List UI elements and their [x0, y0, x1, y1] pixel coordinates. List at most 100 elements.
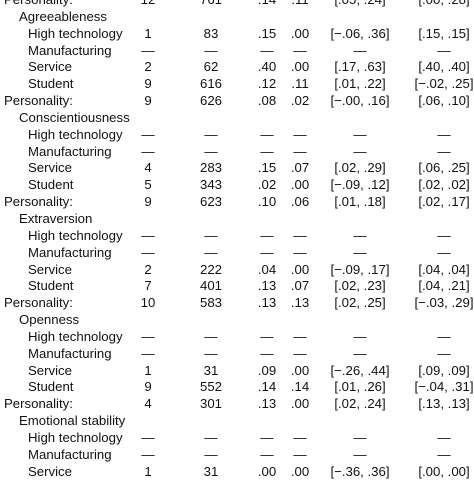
cell-r: —	[260, 126, 274, 142]
cell-sd: .00	[290, 463, 310, 479]
cell-ci2: [−.03, .29]	[414, 295, 474, 311]
table-row: Manufacturing — — — — — —	[0, 346, 474, 363]
subgroup-label: Student	[28, 379, 74, 395]
cell-r: —	[260, 42, 274, 58]
cell-k: —	[141, 446, 155, 462]
table-row: High technology — — — — — —	[0, 430, 474, 447]
cell-n: 401	[199, 278, 223, 294]
cell-k: —	[141, 143, 155, 159]
cell-n: 83	[203, 25, 219, 41]
cell-k: —	[141, 345, 155, 361]
cell-sd: —	[293, 244, 307, 260]
cell-ci1: [.05, .24]	[334, 0, 385, 9]
table-row: Personality: 10 583 .13 .13 [.02, .25] [−.03, …	[0, 295, 474, 312]
cell-ci1: —	[353, 244, 367, 260]
cell-k: 1	[144, 463, 152, 479]
cell-k: 7	[144, 278, 152, 294]
table-row: Extraversion	[0, 211, 474, 228]
cell-k: 2	[144, 59, 152, 75]
cell-ci2: [−.04, .31]	[414, 379, 474, 395]
cell-ci1: —	[353, 328, 367, 344]
cell-ci2: [.00, .28]	[418, 0, 469, 9]
cell-ci1: —	[353, 126, 367, 142]
cell-sd: .00	[290, 261, 310, 277]
cell-k: —	[141, 42, 155, 58]
cell-n: —	[204, 227, 218, 243]
section-heading: Conscientiousness	[19, 109, 130, 125]
cell-k: —	[141, 429, 155, 445]
cell-r: .00	[257, 463, 277, 479]
cell-ci2: —	[437, 446, 451, 462]
cell-r: .13	[257, 396, 277, 412]
category-label: Personality:	[4, 396, 73, 412]
cell-ci2: [.09, .09]	[418, 362, 470, 378]
cell-ci2: —	[437, 42, 451, 58]
cell-k: 2	[144, 261, 152, 277]
cell-r: .12	[257, 76, 277, 92]
table-row: High technology — — — — — —	[0, 127, 474, 144]
cell-n: 343	[199, 177, 223, 193]
section-heading: Agreeableness	[19, 8, 107, 24]
cell-ci2: —	[437, 328, 451, 344]
table-row: Personality: 12 761 .14 .11 [.05, .24] [.00, .…	[0, 0, 474, 9]
table-row: Service 1 31 .09 .00 [−.26, .44] [.09, .09]	[0, 363, 474, 380]
cell-sd: .00	[290, 59, 310, 75]
cell-k: 9	[144, 93, 152, 109]
cell-k: 9	[144, 194, 152, 210]
category-label: Personality:	[4, 295, 73, 311]
subgroup-label: Student	[28, 177, 74, 193]
cell-n: 301	[199, 396, 223, 412]
cell-n: 62	[203, 59, 219, 75]
cell-k: 5	[144, 177, 152, 193]
cell-sd: —	[293, 126, 307, 142]
cell-k: 10	[140, 295, 156, 311]
cell-r: .04	[257, 261, 277, 277]
cell-ci1: [−.09, .12]	[330, 177, 390, 193]
subgroup-label: Student	[28, 76, 74, 92]
table-row: Personality: 9 623 .10 .06 [.01, .18] [.02, .1…	[0, 194, 474, 211]
cell-n: 222	[199, 261, 223, 277]
cell-n: 31	[203, 362, 219, 378]
cell-r: —	[260, 429, 274, 445]
cell-ci2: [−.02, .25]	[414, 76, 474, 92]
cell-ci1: [.02, .25]	[334, 295, 386, 311]
table-row: Student 5 343 .02 .00 [−.09, .12] [.02, .02]	[0, 177, 474, 194]
subgroup-label: High technology	[28, 126, 123, 142]
cell-ci1: [−.36, .36]	[330, 463, 390, 479]
cell-n: 283	[199, 160, 223, 176]
cell-ci1: [.01, .18]	[334, 194, 386, 210]
table-row: Emotional stability	[0, 413, 474, 430]
cell-k: 9	[144, 379, 152, 395]
cell-ci2: [.04, .04]	[418, 261, 470, 277]
cell-k: 4	[144, 396, 152, 412]
cell-k: 12	[141, 0, 156, 9]
cell-r: .14	[257, 379, 277, 395]
cell-ci2: [.02, .17]	[418, 194, 470, 210]
subgroup-label: Service	[28, 463, 72, 479]
cell-r: .02	[257, 177, 277, 193]
table-row: High technology 1 83 .15 .00 [−.06, .36] [.15,…	[0, 26, 474, 43]
section-heading: Emotional stability	[19, 413, 126, 429]
cell-k: —	[141, 328, 155, 344]
cell-k: —	[141, 126, 155, 142]
cell-ci1: —	[353, 42, 367, 58]
cell-r: .10	[257, 194, 277, 210]
category-label: Personality:	[4, 194, 73, 210]
cell-sd: .07	[290, 278, 310, 294]
cell-ci2: —	[437, 126, 451, 142]
cell-ci2: —	[437, 244, 451, 260]
cell-r: .15	[257, 25, 277, 41]
cell-ci2: [.04, .21]	[418, 278, 470, 294]
cell-r: —	[260, 143, 274, 159]
cell-ci1: —	[353, 227, 367, 243]
cell-n: —	[204, 244, 218, 260]
cell-ci1: —	[353, 446, 367, 462]
cell-n: —	[204, 429, 218, 445]
cell-sd: .02	[290, 93, 310, 109]
cell-k: —	[141, 244, 155, 260]
subgroup-label: Service	[28, 261, 72, 277]
cell-r: —	[260, 244, 274, 260]
subgroup-label: Student	[28, 278, 74, 294]
cell-sd: .11	[291, 0, 308, 9]
table-row: High technology — — — — — —	[0, 329, 474, 346]
